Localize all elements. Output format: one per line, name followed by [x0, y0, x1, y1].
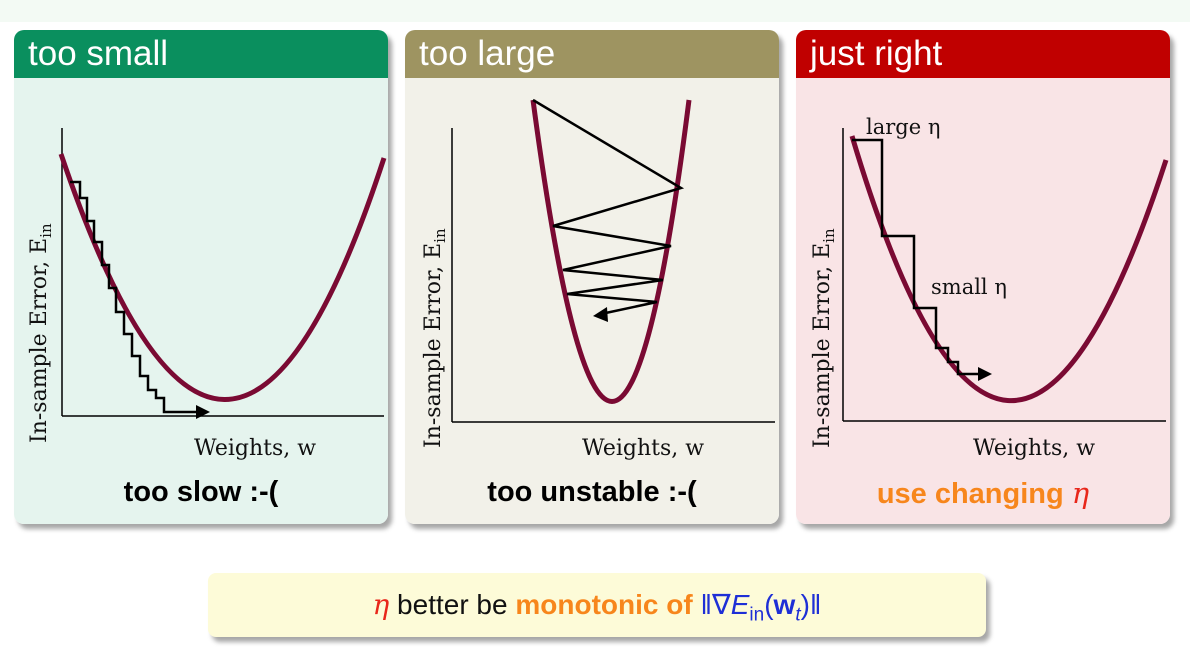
- x-axis-label: Weights, w: [194, 436, 316, 461]
- annotation-small-eta: small η: [931, 275, 1007, 299]
- panel-just-right: just right large η small η In-sample Err…: [796, 30, 1170, 524]
- panel-title: just right: [796, 30, 1170, 78]
- plot-too-large: In-sample Error, Ein Weights, w: [421, 98, 775, 461]
- plot-just-right: large η small η In-sample Error, Ein Wei…: [810, 115, 1169, 461]
- x-axis-label: Weights, w: [973, 436, 1095, 461]
- text-monotonic-of: monotonic of: [515, 589, 693, 620]
- plot-too-small: In-sample Error, Ein Weights, w: [27, 128, 387, 461]
- descent-path: [852, 138, 980, 376]
- panel-caption: use changing η: [796, 476, 1170, 511]
- text-better-be: better be: [397, 589, 508, 620]
- conclusion-box: η better be monotonic of ‖∇Ein(wt)‖: [208, 573, 986, 637]
- arrow-head-icon: [593, 307, 608, 322]
- panel-title: too small: [14, 30, 388, 78]
- panel-too-large: too large In-sample Error, Ein Weights, …: [405, 30, 779, 524]
- top-band: [0, 0, 1190, 22]
- y-axis-label: In-sample Error, Ein: [421, 228, 449, 448]
- y-axis-label: In-sample Error, Ein: [810, 228, 838, 448]
- eta-symbol: η: [372, 588, 390, 621]
- gradient-norm-formula: ‖∇Ein(wt)‖: [700, 589, 822, 626]
- arrow-head-icon: [196, 405, 210, 419]
- panel-title: too large: [405, 30, 779, 78]
- descent-path: [532, 98, 685, 316]
- error-curve: [530, 99, 692, 404]
- eta-symbol: η: [1071, 476, 1090, 510]
- error-curve: [849, 135, 1169, 404]
- panel-caption: too slow :-(: [123, 476, 279, 508]
- caption-text: use changing: [876, 478, 1064, 510]
- panel-too-small: too small In-sample Error, Ein Weights, …: [14, 30, 388, 524]
- panel-caption: too unstable :-(: [487, 476, 697, 508]
- descent-path: [70, 180, 198, 414]
- annotation-large-eta: large η: [866, 115, 940, 139]
- x-axis-label: Weights, w: [582, 436, 704, 461]
- y-axis-label: In-sample Error, Ein: [27, 223, 55, 443]
- arrow-head-icon: [978, 367, 992, 381]
